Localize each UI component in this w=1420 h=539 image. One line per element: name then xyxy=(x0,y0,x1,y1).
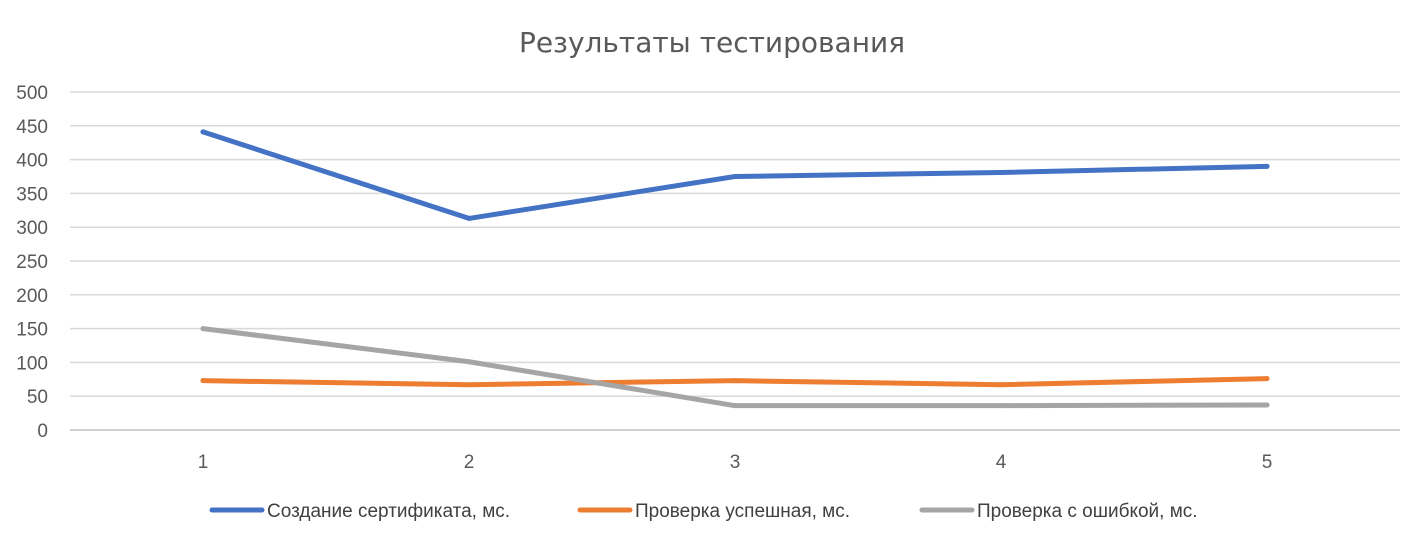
data-point xyxy=(998,403,1004,409)
series-line-3 xyxy=(200,326,1270,409)
y-tick-label: 50 xyxy=(27,387,48,408)
y-tick-label: 0 xyxy=(37,421,48,442)
data-point xyxy=(998,169,1004,175)
data-point xyxy=(732,378,738,384)
x-tick-label: 4 xyxy=(996,452,1007,473)
legend: Создание сертификата, мс. Проверка успешн… xyxy=(209,501,1198,522)
x-tick-label: 5 xyxy=(1262,452,1273,473)
data-point xyxy=(732,403,738,409)
data-point xyxy=(732,174,738,179)
y-tick-label: 150 xyxy=(16,320,48,341)
data-point xyxy=(466,359,472,365)
data-point xyxy=(1264,402,1270,408)
y-axis-tick-labels: 0 50 100 150 200 250 300 350 400 450 500 xyxy=(16,83,48,442)
y-tick-label: 450 xyxy=(16,117,48,138)
x-tick-label: 2 xyxy=(464,452,475,473)
data-point xyxy=(200,326,206,332)
data-point xyxy=(466,215,472,221)
data-point xyxy=(200,129,206,135)
y-tick-label: 500 xyxy=(16,83,48,104)
y-tick-label: 400 xyxy=(16,151,48,172)
x-tick-label: 3 xyxy=(730,452,741,473)
data-point xyxy=(998,382,1004,388)
chart-title: Результаты тестирования xyxy=(519,26,905,59)
data-point xyxy=(1264,376,1270,382)
y-tick-label: 250 xyxy=(16,252,48,273)
y-tick-label: 350 xyxy=(16,184,48,205)
y-tick-label: 200 xyxy=(16,286,48,307)
legend-label-2: Проверка успешная, мс. xyxy=(635,501,850,522)
data-point xyxy=(1264,163,1270,169)
legend-label-3: Проверка с ошибкой, мс. xyxy=(977,501,1198,522)
data-point xyxy=(466,382,472,388)
data-point xyxy=(200,378,206,384)
x-axis-tick-labels: 1 2 3 4 5 xyxy=(198,452,1273,473)
x-tick-label: 1 xyxy=(198,452,209,473)
series-lines xyxy=(200,129,1270,409)
legend-label-1: Создание сертификата, мс. xyxy=(267,501,510,522)
gridlines xyxy=(70,91,1400,431)
y-tick-label: 300 xyxy=(16,218,48,239)
y-tick-label: 100 xyxy=(16,353,48,374)
